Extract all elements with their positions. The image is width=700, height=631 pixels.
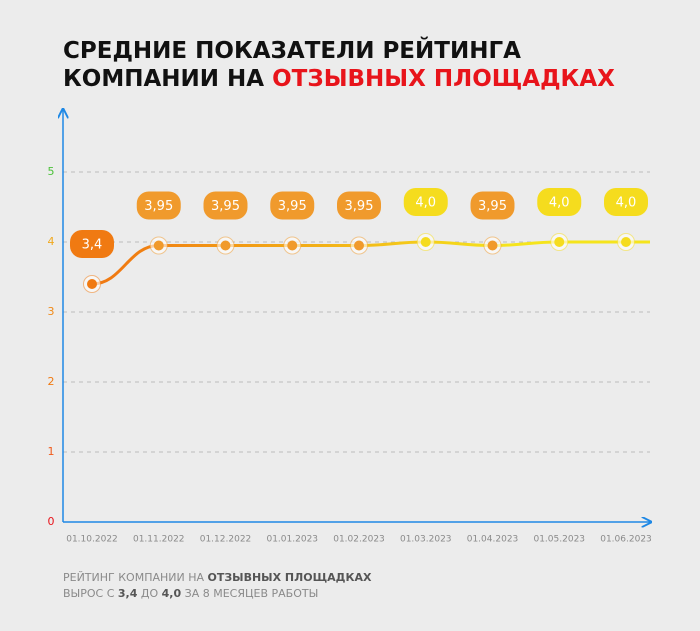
value-label-bg xyxy=(270,191,315,220)
marker xyxy=(87,279,97,289)
title-part: ОТЗЫВНЫХ ПЛОЩАДКАХ xyxy=(272,66,615,92)
footnote: ВЫРОС С 3,4 ДО 4,0 ЗА 8 МЕСЯЦЕВ РАБОТЫ xyxy=(63,587,318,600)
x-tick-label: 01.12.2022 xyxy=(200,535,252,545)
footnote-part: 3,4 xyxy=(118,587,138,600)
y-tick-label: 0 xyxy=(48,515,55,528)
value-label: 3,95 xyxy=(345,199,374,214)
footnote-part: 4,0 xyxy=(162,587,182,600)
value-label: 3,95 xyxy=(211,199,240,214)
x-tick-label: 01.11.2022 xyxy=(133,535,185,545)
marker xyxy=(354,240,364,251)
x-tick-label: 01.01.2023 xyxy=(266,535,318,545)
footnote-part: ЗА 8 МЕСЯЦЕВ РАБОТЫ xyxy=(181,587,318,600)
x-tick-label: 01.04.2023 xyxy=(467,535,519,545)
value-label-bg xyxy=(70,230,114,258)
y-tick-label: 4 xyxy=(48,235,55,248)
value-label: 4,0 xyxy=(549,196,570,211)
value-label: 3,4 xyxy=(82,238,103,253)
footnote-part: ДО xyxy=(137,587,161,600)
marker xyxy=(420,237,431,247)
value-label-bg xyxy=(604,188,648,216)
footnote-part: ВЫРОС С xyxy=(63,587,118,600)
value-label-bg xyxy=(203,191,248,220)
value-label-bg xyxy=(136,191,181,220)
value-label: 3,95 xyxy=(144,199,173,214)
title-part: СРЕДНИЕ ПОКАЗАТЕЛИ РЕЙТИНГА xyxy=(63,36,521,64)
chart-title: КОМПАНИИ НА ОТЗЫВНЫХ ПЛОЩАДКАХ xyxy=(63,66,615,92)
title-part: КОМПАНИИ НА xyxy=(63,66,272,92)
footnote-part: ОТЗЫВНЫХ ПЛОЩАДКАХ xyxy=(208,571,372,584)
marker xyxy=(487,240,498,251)
x-tick-label: 01.02.2023 xyxy=(333,535,385,545)
x-tick-label: 01.10.2022 xyxy=(66,535,118,545)
footnote: РЕЙТИНГ КОМПАНИИ НА ОТЗЫВНЫХ ПЛОЩАДКАХ xyxy=(63,571,372,584)
x-tick-label: 01.06.2023 xyxy=(600,535,652,545)
y-tick-label: 3 xyxy=(48,305,55,318)
marker xyxy=(554,237,565,247)
value-label: 3,95 xyxy=(478,199,507,214)
line xyxy=(91,240,650,286)
marker xyxy=(287,240,298,251)
value-label-bg xyxy=(337,191,381,220)
marker xyxy=(621,237,631,247)
value-label-bg xyxy=(537,188,582,216)
value-label: 4,0 xyxy=(415,196,436,211)
value-label: 3,95 xyxy=(278,199,307,214)
chart-title: СРЕДНИЕ ПОКАЗАТЕЛИ РЕЙТИНГА xyxy=(63,36,521,64)
y-tick-label: 1 xyxy=(48,445,55,458)
x-tick-label: 01.03.2023 xyxy=(400,535,452,545)
marker xyxy=(220,240,231,251)
y-tick-label: 2 xyxy=(48,375,55,388)
value-label-bg xyxy=(470,191,515,220)
y-tick-label: 5 xyxy=(48,165,55,178)
value-label-bg xyxy=(403,188,448,216)
value-label: 4,0 xyxy=(616,196,637,211)
marker xyxy=(153,240,164,251)
footnote-part: РЕЙТИНГ КОМПАНИИ НА xyxy=(63,571,208,584)
x-tick-label: 01.05.2023 xyxy=(533,535,585,545)
